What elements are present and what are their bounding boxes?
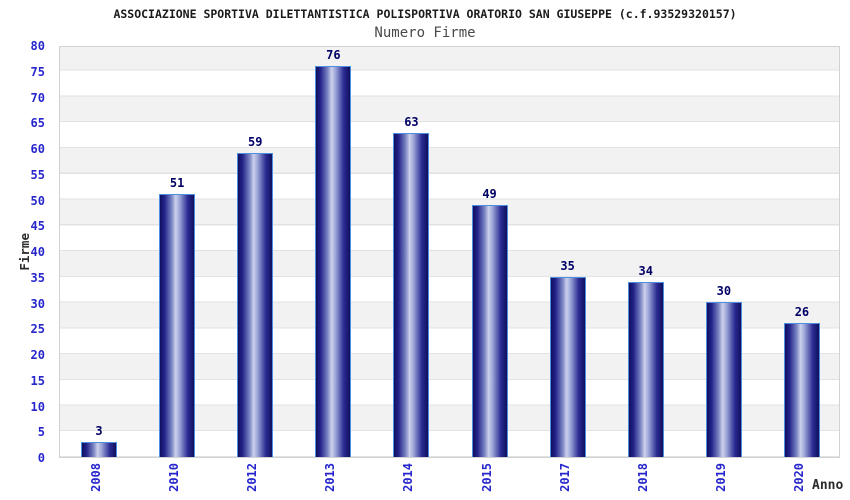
bar-2010	[159, 194, 196, 457]
y-tick-label: 20	[30, 348, 45, 362]
x-tick-label: 2010	[167, 463, 182, 492]
y-tick-label: 45	[30, 219, 45, 234]
chart-title: ASSOCIAZIONE SPORTIVA DILETTANTISTICA PO…	[113, 7, 737, 21]
bar-2014	[393, 133, 430, 457]
y-tick-label: 60	[30, 142, 45, 156]
y-tick-label: 30	[30, 296, 45, 311]
bar-value-label: 30	[716, 284, 732, 298]
y-axis-title: Firme	[17, 233, 32, 271]
y-tick-label: 40	[30, 245, 45, 259]
bar-2008	[81, 442, 118, 457]
x-tick-label: 2014	[401, 463, 416, 492]
bar-value-label: 34	[638, 264, 653, 278]
plot-area: 3 51 59 76 63 49 35 34 30 26	[59, 46, 840, 458]
x-tick-label: 2015	[479, 463, 494, 492]
bar-value-label: 26	[794, 305, 810, 319]
y-axis: 0 5 10 15 20 25 30 35 40 45 50 55 60 65 70 75 80	[0, 39, 52, 465]
bar-2020	[783, 323, 820, 457]
y-tick-label: 0	[37, 451, 45, 465]
x-tick-label: 2019	[713, 463, 728, 492]
x-tick-label: 2008	[89, 463, 104, 492]
chart-subtitle: Numero Firme	[374, 25, 476, 41]
y-tick-label: 50	[30, 193, 45, 208]
bar-2017	[549, 277, 586, 457]
y-tick-label: 35	[30, 270, 45, 285]
x-tick-label: 2012	[245, 463, 260, 492]
bar-value-label: 51	[169, 176, 185, 190]
y-tick-label: 70	[30, 90, 45, 105]
x-axis-title: Anno	[812, 478, 844, 493]
y-tick-label: 15	[30, 373, 45, 388]
y-tick-label: 65	[30, 116, 45, 131]
y-tick-label: 25	[30, 322, 45, 337]
bar-value-label: 3	[95, 424, 103, 438]
y-tick-label: 80	[30, 39, 45, 53]
y-tick-label: 55	[30, 167, 45, 182]
bar-2013	[315, 66, 352, 457]
bar-2019	[705, 302, 742, 457]
x-tick-label: 2017	[557, 463, 572, 492]
bar-value-label: 63	[404, 115, 419, 129]
bar-2015	[471, 205, 508, 457]
y-tick-label: 75	[30, 64, 45, 79]
x-tick-label: 2020	[791, 463, 806, 492]
bar-2012	[237, 153, 274, 457]
bar-2018	[627, 282, 664, 457]
bar-value-label: 59	[248, 135, 263, 149]
y-tick-label: 10	[30, 399, 45, 414]
x-tick-label: 2013	[323, 463, 338, 492]
x-axis: 2008 2010 2012 2013 2014 2015 2017 2018 2019 2020	[59, 461, 840, 500]
bar-value-label: 35	[560, 259, 575, 273]
x-tick-label: 2018	[635, 463, 650, 492]
bar-value-label: 76	[326, 48, 341, 62]
bar-value-label: 49	[482, 187, 497, 201]
y-tick-label: 5	[37, 425, 45, 440]
